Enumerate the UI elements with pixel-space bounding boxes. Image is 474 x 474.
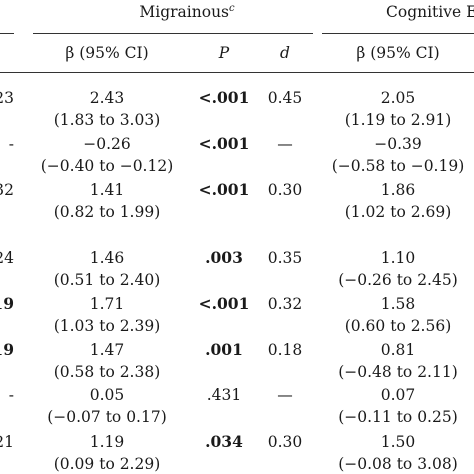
p-value: <.001: [198, 294, 250, 313]
ci-value: (0.58 to 2.38): [53, 363, 161, 381]
d-value: —: [277, 135, 293, 153]
beta2-value: 2.05: [380, 89, 416, 107]
ci-value: (0.09 to 2.29): [53, 455, 161, 473]
ci2-value: (−0.26 to 2.45): [338, 271, 458, 289]
row-left-value: 19: [0, 294, 14, 313]
col-header-d: d: [280, 44, 290, 62]
beta2-value: 1.58: [380, 295, 416, 313]
beta-value: 1.71: [89, 295, 125, 313]
beta2-value: 0.81: [380, 341, 416, 359]
ci-value: (0.51 to 2.40): [53, 271, 161, 289]
beta-value: 1.19: [89, 433, 125, 451]
beta-value: −0.26: [83, 135, 131, 153]
col-header-p: P: [218, 44, 230, 62]
header-rule-cognitive: [322, 33, 474, 35]
ci2-value: (−0.48 to 2.11): [338, 363, 458, 381]
ci2-value: (−0.11 to 0.25): [338, 408, 458, 426]
beta2-value: 1.86: [380, 181, 416, 199]
p-value: .001: [205, 340, 243, 359]
p-value: <.001: [198, 180, 250, 199]
column-header-rule: [0, 72, 474, 74]
p-value: .034: [205, 432, 243, 451]
row-left-value: -: [8, 386, 14, 404]
ci-value: (1.03 to 2.39): [53, 317, 161, 335]
d-value: 0.32: [267, 295, 303, 313]
beta-value: 1.46: [89, 249, 125, 267]
p-value: <.001: [198, 134, 250, 153]
d-value: 0.35: [267, 249, 303, 267]
ci2-value: (1.19 to 2.91): [344, 111, 452, 129]
p-value: .003: [205, 248, 243, 267]
ci-value: (1.83 to 3.03): [53, 111, 161, 129]
row-left-value: 23: [0, 89, 14, 107]
footnote-marker: c: [229, 3, 235, 14]
row-left-value: 32: [0, 181, 14, 199]
row-left-value: -: [8, 135, 14, 153]
beta2-value: 0.07: [380, 386, 416, 404]
beta2-value: −0.39: [374, 135, 422, 153]
p-value: <.001: [198, 88, 250, 107]
ci2-value: (0.60 to 2.56): [344, 317, 452, 335]
d-value: —: [277, 386, 293, 404]
beta2-value: 1.50: [380, 433, 416, 451]
d-value: 0.30: [267, 433, 303, 451]
header-rule-left: [0, 33, 14, 35]
ci-value: (−0.40 to −0.12): [40, 157, 174, 175]
col-header-beta-2: β (95% CI): [356, 44, 440, 62]
group-header-cognitive: Cognitive E: [386, 3, 474, 21]
ci-value: (0.82 to 1.99): [53, 203, 161, 221]
row-left-value: 24: [0, 249, 14, 267]
ci-value: (−0.07 to 0.17): [47, 408, 167, 426]
ci2-value: (−0.08 to 3.08): [338, 455, 458, 473]
d-value: 0.45: [267, 89, 303, 107]
d-value: 0.18: [267, 341, 303, 359]
col-header-beta: β (95% CI): [65, 44, 149, 62]
beta-value: 0.05: [89, 386, 125, 404]
ci2-value: (1.02 to 2.69): [344, 203, 452, 221]
d-value: 0.30: [267, 181, 303, 199]
ci2-value: (−0.58 to −0.19): [331, 157, 465, 175]
beta-value: 2.43: [89, 89, 125, 107]
beta-value: 1.41: [89, 181, 125, 199]
beta-value: 1.47: [89, 341, 125, 359]
row-left-value: 19: [0, 340, 14, 359]
row-left-value: 21: [0, 433, 14, 451]
beta2-value: 1.10: [380, 249, 416, 267]
p-value: .431: [206, 386, 242, 404]
header-rule-migrainous: [33, 33, 313, 35]
group-header-migrainous: Migrainousc: [139, 3, 235, 21]
